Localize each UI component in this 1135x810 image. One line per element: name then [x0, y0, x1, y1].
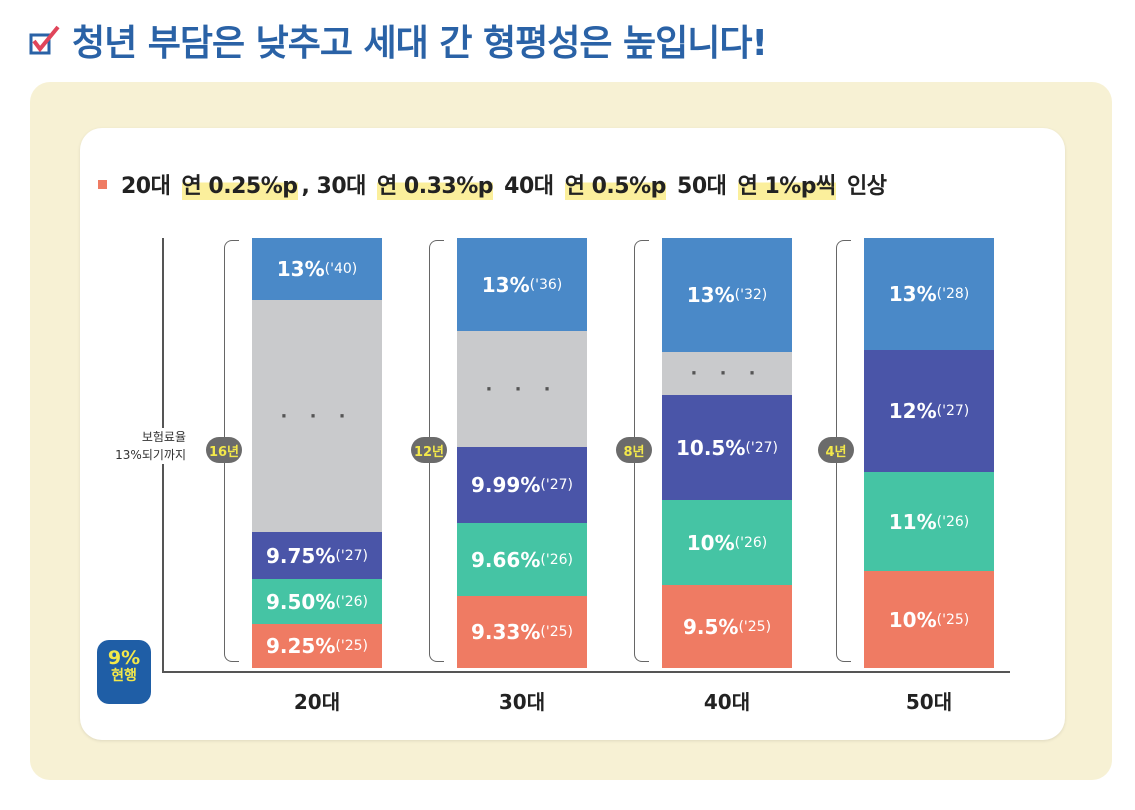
- segment-year: ('36): [529, 276, 563, 293]
- x-tick-label: 50대: [905, 690, 953, 714]
- segment-year: ('27): [936, 403, 970, 419]
- bar-segment: 10% ('25): [864, 571, 994, 668]
- bar-30대: 9.33% ('25) 9.66% ('26) 9.99% ('27) · · · 13% ('…: [457, 238, 587, 668]
- segment-year: ('32): [734, 287, 768, 303]
- bar-segment: 9.33% ('25): [457, 596, 587, 668]
- subtitle-part: 20대: [121, 174, 178, 199]
- segment-year: ('27): [540, 477, 573, 493]
- bar-segment: 13% ('28): [864, 238, 994, 350]
- bar-40대: 9.5% ('25) 10% ('26) 10.5% ('27) · · · 13% ('32): [662, 238, 792, 668]
- segment-rate: 9.50%: [266, 589, 336, 614]
- segment-year: ('25): [738, 618, 772, 635]
- bar-segment: 10.5% ('27): [662, 395, 792, 500]
- current-rate-label: 현행: [111, 668, 137, 684]
- y-label-line: 13%되기까지: [115, 448, 186, 462]
- segment-rate: 9.5%: [682, 614, 739, 639]
- bar-segment: 13% ('36): [457, 238, 587, 331]
- bar-segment: 12% ('27): [864, 350, 994, 472]
- bar-segment: 13% ('40): [252, 238, 382, 300]
- segment-rate: 13%: [481, 272, 530, 297]
- segment-year: ('26): [734, 534, 768, 551]
- bar-50대: 10% ('25) 11% ('26) 12% ('27) 13% ('28): [864, 238, 994, 668]
- segment-year: ('40): [324, 261, 358, 277]
- years-badge: 12년: [411, 437, 447, 463]
- bar-20대: 9.25% ('25) 9.50% ('26) 9.75% ('27) · · · 13% ('…: [252, 238, 382, 668]
- segment-rate: 9.25%: [266, 634, 336, 658]
- years-badge: 8년: [616, 437, 652, 463]
- bar-segment: 9.66% ('26): [457, 523, 587, 596]
- ellipsis: · · ·: [690, 363, 764, 384]
- segment-rate: 13%: [888, 282, 937, 306]
- bar-segment: 9.25% ('25): [252, 624, 382, 668]
- bar-segment-gap: · · ·: [457, 331, 587, 447]
- bar-segment-gap: · · ·: [662, 352, 792, 395]
- x-axis-line: [162, 671, 1010, 673]
- segment-year: ('27): [335, 547, 368, 564]
- subtitle-highlight: 연 1%p씩: [737, 168, 836, 200]
- segment-year: ('26): [335, 593, 368, 610]
- bar-segment: 11% ('26): [864, 472, 994, 571]
- segment-rate: 9.33%: [471, 620, 541, 644]
- bar-segment: 9.99% ('27): [457, 447, 587, 523]
- current-rate-badge: 9% 현행: [97, 640, 151, 704]
- x-tick-label: 40대: [703, 690, 751, 714]
- title-text: 청년 부담은 낮추고 세대 간 형평성은 높입니다!: [72, 23, 768, 64]
- segment-year: ('26): [540, 551, 573, 568]
- x-tick-label: 30대: [498, 690, 546, 714]
- bar-segment: 10% ('26): [662, 500, 792, 585]
- checkbox-check-icon: [29, 25, 60, 55]
- chart-subtitle: 20대 연 0.25%p , 30대 연 0.33%p 40대 연 0.5%p …: [98, 168, 887, 200]
- subtitle-highlight: 연 0.33%p: [377, 168, 494, 200]
- segment-year: ('28): [936, 286, 970, 302]
- segment-year: ('25): [936, 611, 970, 628]
- subtitle-part: 50대: [669, 174, 734, 199]
- bar-segment: 13% ('32): [662, 238, 792, 352]
- subtitle-part: 인상: [839, 174, 887, 199]
- years-badge: 16년: [206, 437, 242, 463]
- years-badge: 4년: [818, 437, 854, 463]
- ellipsis: · · ·: [280, 405, 354, 427]
- segment-rate: 10%: [888, 607, 937, 632]
- segment-rate: 13%: [686, 283, 735, 307]
- segment-rate: 12%: [888, 399, 937, 423]
- segment-rate: 9.66%: [471, 547, 541, 572]
- segment-year: ('25): [540, 624, 573, 640]
- segment-rate: 9.99%: [471, 473, 541, 497]
- x-tick-label: 20대: [293, 690, 341, 714]
- page-title: 청년 부담은 낮추고 세대 간 형평성은 높입니다!: [28, 14, 768, 66]
- subtitle-highlight: 연 0.25%p: [181, 168, 298, 200]
- bar-segment: 9.5% ('25): [662, 585, 792, 668]
- ellipsis: · · ·: [485, 378, 559, 400]
- segment-rate: 9.75%: [266, 543, 336, 568]
- segment-rate: 11%: [888, 509, 937, 534]
- segment-rate: 10.5%: [676, 435, 746, 460]
- y-axis-label: 보험료율 13%되기까지: [100, 428, 186, 464]
- bar-segment: 9.50% ('26): [252, 579, 382, 624]
- y-label-line: 보험료율: [141, 430, 186, 444]
- segment-year: ('26): [936, 513, 970, 530]
- current-rate-value: 9%: [107, 647, 141, 669]
- segment-year: ('25): [335, 638, 368, 654]
- subtitle-part: , 30대: [301, 174, 374, 199]
- bar-segment-gap: · · ·: [252, 300, 382, 532]
- segment-year: ('27): [745, 439, 778, 456]
- bullet-square-icon: [98, 179, 107, 189]
- bar-segment: 9.75% ('27): [252, 532, 382, 579]
- segment-rate: 10%: [686, 530, 735, 555]
- subtitle-part: 40대: [497, 174, 561, 199]
- subtitle-highlight: 연 0.5%p: [564, 168, 666, 200]
- segment-rate: 13%: [276, 257, 325, 281]
